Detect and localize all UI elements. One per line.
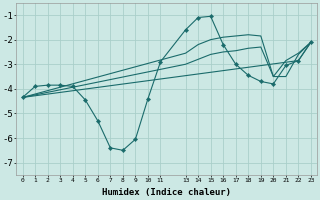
X-axis label: Humidex (Indice chaleur): Humidex (Indice chaleur) xyxy=(102,188,231,197)
